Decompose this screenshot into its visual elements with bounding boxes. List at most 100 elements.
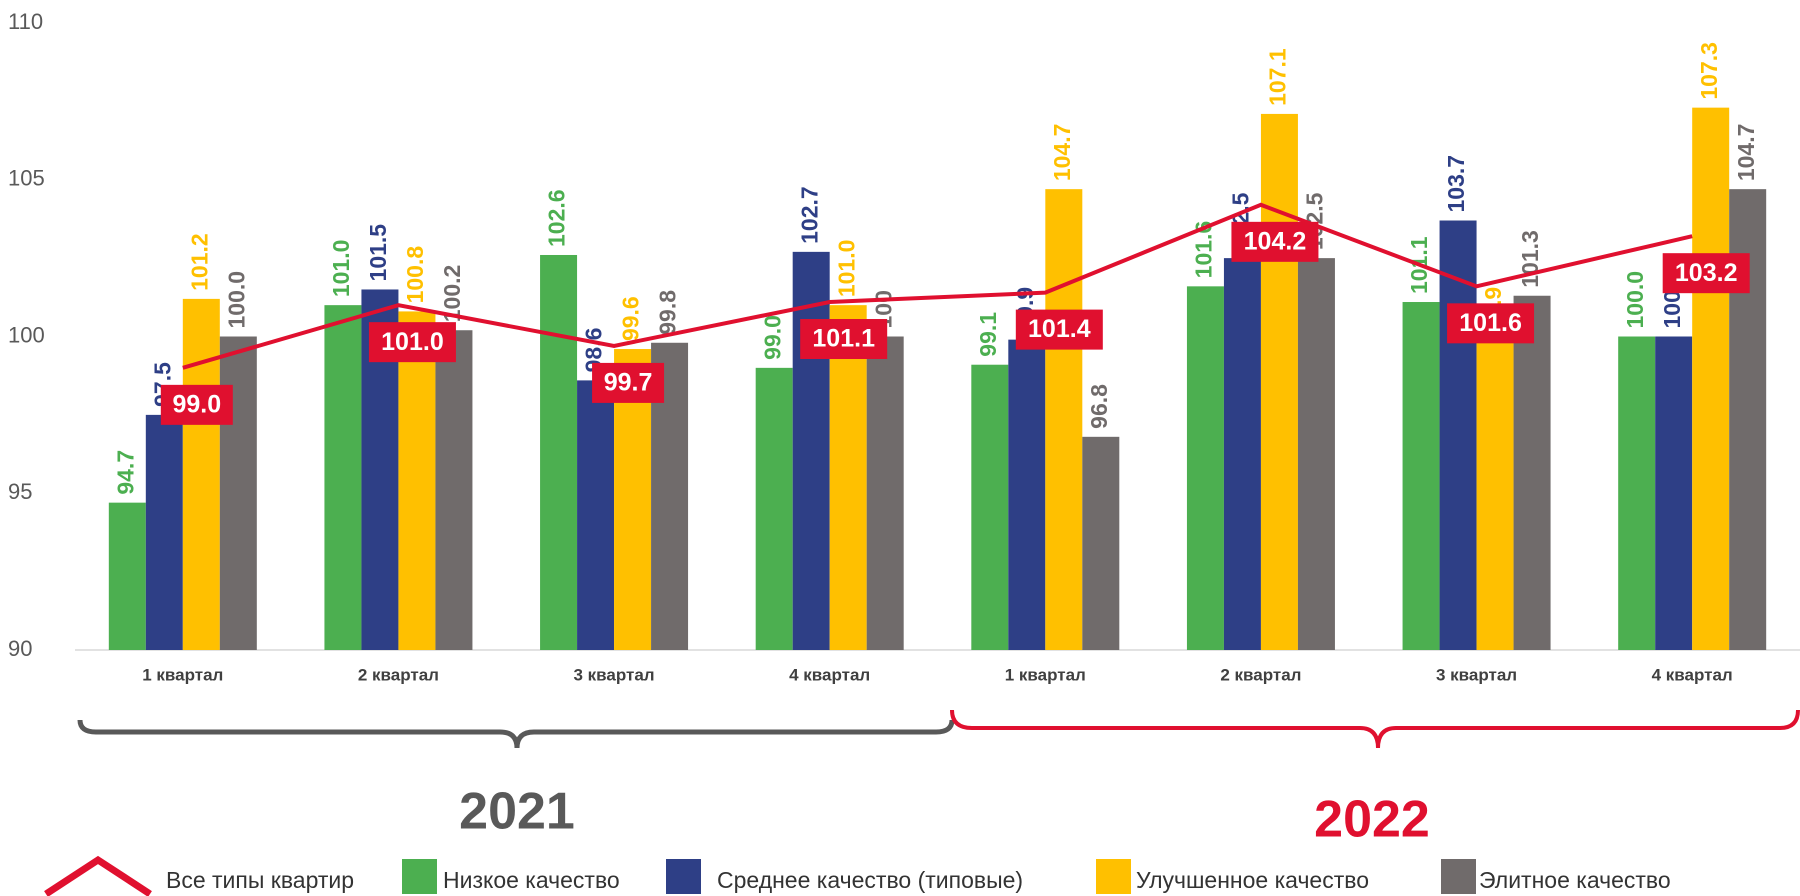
data-label: 99.8 [655, 290, 681, 335]
legend-icon [666, 859, 701, 894]
bar [145, 414, 183, 650]
data-label: 101.1 [812, 325, 875, 353]
line-label: 101.1 [800, 319, 888, 360]
data-label: 94.7 [112, 450, 138, 495]
legend-icon [402, 859, 437, 894]
legend-label: Низкое качество [443, 867, 620, 893]
bar [1260, 113, 1298, 651]
bracket-2022 [950, 709, 1800, 749]
bar [398, 311, 436, 650]
line-label: 104.2 [1231, 221, 1319, 262]
label-box [800, 319, 888, 360]
year-label: 2022 [1314, 791, 1430, 849]
data-label: 101.0 [328, 240, 354, 298]
x-tick-label: 4 квартал [789, 665, 870, 684]
bar [829, 305, 867, 650]
data-label: 99.0 [759, 315, 785, 360]
x-tick-label: 4 квартал [1652, 665, 1733, 684]
data-label: 99.6 [618, 296, 644, 341]
data-label: 107.1 [1265, 48, 1291, 106]
x-tick-label: 2 квартал [358, 665, 439, 684]
data-label: 100.8 [402, 246, 428, 304]
data-label: 99.1 [975, 312, 1001, 357]
bar [1402, 302, 1440, 650]
bracket-2021 [77, 719, 955, 749]
data-label: 100.0 [223, 271, 249, 329]
legend-icon [1441, 859, 1476, 894]
bar [1008, 339, 1046, 650]
data-label: 102.6 [544, 189, 570, 247]
line-label: 99.0 [160, 384, 233, 425]
bar [1655, 336, 1693, 650]
bar [866, 336, 904, 650]
label-box [1662, 253, 1750, 294]
data-label: 102.7 [796, 186, 822, 244]
x-tick-label: 3 квартал [574, 665, 655, 684]
line-label: 103.2 [1662, 253, 1750, 294]
data-label: 103.7 [1443, 155, 1469, 213]
line-label: 101.4 [1015, 309, 1103, 350]
data-label: 101.2 [186, 233, 212, 291]
bar [540, 254, 578, 651]
x-tick-label: 1 квартал [1005, 665, 1086, 684]
label-box [1447, 303, 1535, 344]
data-label: 107.3 [1696, 42, 1722, 100]
label-box [592, 362, 665, 403]
data-label: 101.0 [381, 328, 444, 356]
x-tick-label: 3 квартал [1436, 665, 1517, 684]
data-label: 101.5 [365, 224, 391, 282]
legend-label: Улучшенное качество [1136, 867, 1369, 893]
bar [1476, 339, 1514, 650]
legend-label: Все типы квартир [166, 867, 354, 893]
y-tick-label: 95 [8, 479, 32, 504]
x-tick-label: 1 квартал [142, 665, 223, 684]
data-label: 104.2 [1244, 227, 1307, 255]
data-label: 104.7 [1049, 124, 1075, 182]
bar [435, 330, 473, 650]
label-box [368, 322, 456, 363]
bar [792, 251, 830, 651]
bar [577, 380, 615, 650]
bar [108, 502, 146, 650]
y-tick-label: 90 [8, 636, 32, 661]
bar [1186, 286, 1224, 650]
data-label: 99.0 [172, 390, 221, 418]
data-label: 101.3 [1517, 230, 1543, 288]
label-box [160, 384, 233, 425]
legend-label: Элитное качество [1479, 867, 1671, 893]
data-label: 104.7 [1733, 124, 1759, 182]
year-label: 2021 [459, 783, 575, 841]
data-label: 103.2 [1675, 259, 1738, 287]
line [182, 202, 1693, 370]
legend-icon [1096, 859, 1131, 894]
bar [971, 364, 1009, 650]
label-box [1015, 309, 1103, 350]
bar [1082, 436, 1120, 650]
y-tick-label: 100 [8, 322, 45, 347]
bar [1223, 258, 1261, 650]
legend-icon [44, 855, 152, 896]
x-tick-label: 2 квартал [1220, 665, 1301, 684]
data-label: 101.4 [1028, 315, 1091, 343]
label-box [1231, 221, 1319, 262]
bar [1692, 107, 1730, 650]
data-label: 101.0 [833, 240, 859, 298]
y-tick-label: 110 [8, 9, 43, 34]
bar [182, 298, 220, 650]
bar [1045, 189, 1083, 650]
data-label: 99.7 [604, 369, 653, 397]
bar [1297, 258, 1335, 650]
bar [324, 305, 362, 650]
data-label: 96.8 [1086, 384, 1112, 429]
line-label: 101.6 [1447, 303, 1535, 344]
bar [1439, 220, 1477, 650]
bar [1618, 336, 1656, 650]
bar [755, 367, 793, 650]
data-label: 100.0 [1622, 271, 1648, 329]
bar [1513, 295, 1551, 650]
line-label: 101.0 [368, 322, 456, 363]
legend-label: Среднее качество (типовые) [717, 867, 1023, 893]
data-label: 101.6 [1459, 309, 1522, 337]
y-tick-label: 105 [8, 166, 45, 191]
